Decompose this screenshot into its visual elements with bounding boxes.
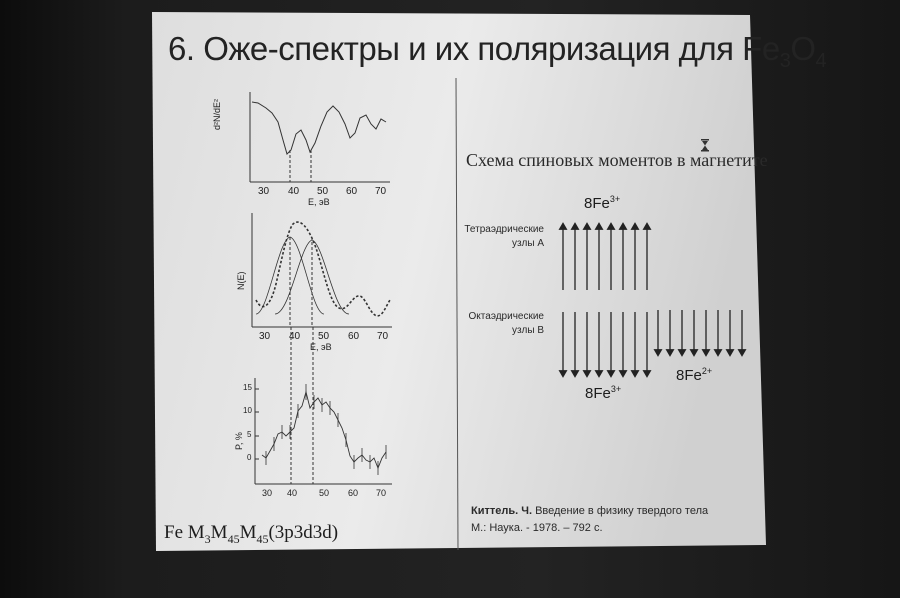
title-sub-2: 4 bbox=[815, 50, 827, 72]
tetra-label-line2: узлы А bbox=[512, 238, 544, 249]
slide-title: 6. Оже-спектры и их поляризация для Fe3O… bbox=[168, 30, 827, 72]
reference-book: Введение в физику твердого тела bbox=[532, 505, 709, 517]
slide-divider bbox=[455, 77, 459, 551]
plot-top-xtick-60: 60 bbox=[346, 186, 358, 197]
reference-author: Киттель. Ч. bbox=[471, 505, 533, 517]
plot-mid-xtick-50: 50 bbox=[318, 331, 330, 342]
plot-mid-xtick-40: 40 bbox=[289, 331, 301, 342]
octa-label-line2: узлы В bbox=[512, 325, 544, 336]
fe-right-text: 8Fe bbox=[676, 367, 702, 384]
tetrahedral-sites-label: Тетраэдрические узлы А bbox=[458, 223, 544, 251]
plot-top-xtick-70: 70 bbox=[375, 186, 387, 197]
fe-top-sup: 3+ bbox=[609, 194, 621, 204]
plot-mid-xtick-30: 30 bbox=[259, 331, 271, 342]
plot-bot-ylabel: P, % bbox=[234, 432, 244, 450]
scheme-title: Схема спиновых моментов в магнетите bbox=[466, 150, 768, 170]
hourglass-icon bbox=[701, 139, 709, 152]
plot-bot-ytick-0: 0 bbox=[247, 453, 252, 462]
tetra-label-line1: Тетраэдрические bbox=[464, 224, 544, 235]
reference-line2: М.: Наука. - 1978. – 792 с. bbox=[471, 522, 603, 534]
plot-bot-ytick-15: 15 bbox=[243, 383, 252, 392]
formula-d: (3p3d3d) bbox=[268, 522, 339, 543]
title-sub-1: 3 bbox=[779, 50, 791, 72]
fe-right-sup: 2+ bbox=[701, 366, 713, 376]
formula-s1: 3 bbox=[204, 531, 211, 546]
title-main: 6. Оже-спектры и их поляризация для Fe bbox=[168, 30, 780, 67]
reference-block: Киттель. Ч. Введение в физику твердого т… bbox=[471, 503, 708, 537]
formula-c: M bbox=[239, 522, 257, 543]
plot-bot-error-bars bbox=[265, 384, 387, 475]
plot-top-xlabel: E, эВ bbox=[308, 197, 330, 207]
plot-d2n-de2 bbox=[249, 92, 390, 183]
plot-bot-xtick-60: 60 bbox=[348, 488, 359, 498]
slide-surface bbox=[152, 12, 766, 551]
plot-top-xtick-50: 50 bbox=[317, 186, 329, 197]
octahedral-sites-label: Октаэдрические узлы В bbox=[458, 310, 544, 338]
formula-b: M bbox=[210, 522, 228, 543]
plot-mid-xtick-70: 70 bbox=[377, 331, 389, 342]
plot-top-xtick-40: 40 bbox=[288, 186, 300, 197]
plot-bot-ytick-10: 10 bbox=[243, 406, 252, 415]
formula-s3: 45 bbox=[256, 531, 269, 546]
formula-s2: 45 bbox=[227, 531, 240, 546]
fe-bottom-label: 8Fe3+ bbox=[585, 384, 621, 402]
plot-top-ylabel: d²N/dE² bbox=[212, 98, 222, 130]
formula-a: Fe M bbox=[164, 522, 205, 543]
plot-polarization bbox=[254, 327, 392, 485]
octahedral-fe3-arrows bbox=[558, 312, 652, 378]
plot-mid-ylabel: N(E) bbox=[236, 271, 246, 291]
plot-mid-xtick-60: 60 bbox=[348, 331, 360, 342]
plot-bot-xtick-70: 70 bbox=[376, 488, 387, 498]
tetrahedral-arrows bbox=[558, 222, 652, 290]
plot-mid-sum-curve bbox=[255, 221, 391, 317]
fe-bottom-sup: 3+ bbox=[610, 384, 622, 394]
octahedral-fe2-arrows bbox=[653, 310, 747, 357]
reference-line1: Киттель. Ч. Введение в физику твердого т… bbox=[471, 503, 708, 520]
plot-n-e bbox=[251, 213, 392, 328]
plot-bot-ytick-5: 5 bbox=[247, 430, 252, 439]
plot-top-curve bbox=[251, 101, 387, 155]
fe-bottom-text: 8Fe bbox=[585, 385, 611, 402]
auger-transition-formula: Fe M3M45M45(3p3d3d) bbox=[164, 522, 338, 547]
title-mid: O bbox=[790, 30, 816, 67]
fe-top-label: 8Fe3+ bbox=[584, 194, 620, 212]
plot-top-xtick-30: 30 bbox=[258, 186, 270, 197]
plot-bot-xtick-40: 40 bbox=[287, 488, 298, 498]
plot-bot-xtick-50: 50 bbox=[319, 488, 330, 498]
octa-label-line1: Октаэдрические bbox=[468, 311, 544, 322]
fe-right-label: 8Fe2+ bbox=[676, 366, 712, 384]
plot-mid-xlabel: E, эВ bbox=[310, 342, 332, 352]
plot-bot-xtick-30: 30 bbox=[262, 488, 273, 498]
fe-top-text: 8Fe bbox=[584, 195, 610, 212]
plot-bot-points bbox=[261, 390, 387, 470]
